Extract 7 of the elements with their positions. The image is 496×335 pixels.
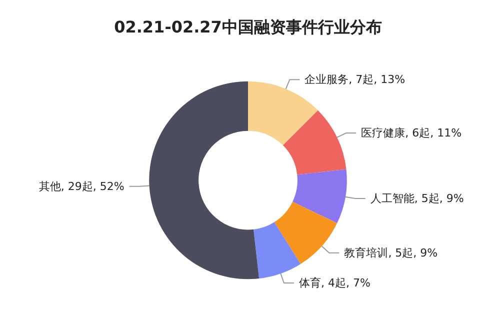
slice-label: 人工智能, 5起, 9% (370, 192, 464, 205)
chart-title: 02.21-02.27中国融资事件行业分布 (114, 18, 382, 36)
slice-label: 体育, 4起, 7% (298, 276, 370, 290)
slice-label: 其他, 29起, 52% (38, 180, 124, 193)
slice-label: 医疗健康, 6起, 11% (361, 126, 462, 140)
slice-label: 教育培训, 5起, 9% (344, 246, 438, 260)
slice-label: 企业服务, 7起, 13% (304, 73, 406, 86)
